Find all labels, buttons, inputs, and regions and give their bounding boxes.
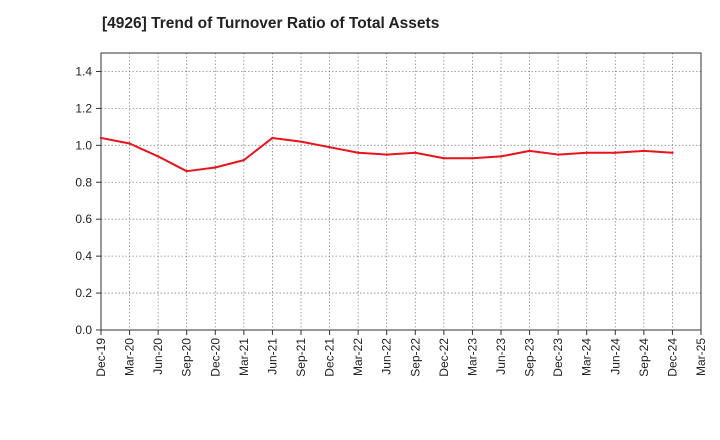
x-tick-label: Mar-25 <box>694 338 708 376</box>
x-tick-label: Mar-23 <box>465 338 479 376</box>
data-point <box>614 151 617 154</box>
x-tick-label: Sep-20 <box>180 338 194 377</box>
x-tick-label: Jun-24 <box>608 338 622 375</box>
data-point <box>414 151 417 154</box>
y-tick-label: 0.6 <box>75 212 92 226</box>
data-point <box>99 136 103 140</box>
data-point <box>156 155 160 158</box>
data-point <box>442 157 446 160</box>
data-point <box>242 158 246 162</box>
data-point <box>471 157 474 160</box>
x-tick-label: Dec-24 <box>665 338 679 377</box>
x-tick-label: Dec-23 <box>551 338 565 377</box>
data-point <box>671 151 674 154</box>
y-tick-label: 1.2 <box>75 101 92 115</box>
x-tick-label: Mar-24 <box>580 338 594 376</box>
x-tick-label: Sep-24 <box>637 338 651 377</box>
y-tick-label: 0.2 <box>75 286 92 300</box>
x-tick-label: Mar-22 <box>351 338 365 376</box>
x-tick-label: Jun-20 <box>151 338 165 375</box>
y-tick-label: 0.0 <box>75 323 92 337</box>
x-tick-label: Sep-21 <box>294 338 308 377</box>
data-point <box>556 153 560 156</box>
data-point <box>356 151 360 154</box>
data-point <box>214 166 217 169</box>
data-point <box>271 136 274 140</box>
x-tick-label: Jun-22 <box>380 338 394 375</box>
data-point <box>528 149 531 153</box>
x-tick-label: Dec-22 <box>437 338 451 377</box>
data-point <box>185 169 188 173</box>
axes <box>96 52 702 335</box>
grid-lines <box>101 53 701 330</box>
tick-labels: 0.0 0.2 0.4 0.6 0.8 1.0 1.2 1.4 Dec-19 Mar-20 Jun-… <box>75 64 708 376</box>
data-point <box>299 140 303 143</box>
plot-frame <box>100 52 702 331</box>
x-tick-label: Dec-20 <box>208 338 222 377</box>
y-tick-label: 0.8 <box>75 175 92 189</box>
x-tick-label: Mar-21 <box>237 338 251 376</box>
data-point <box>642 149 646 153</box>
y-tick-label: 1.4 <box>75 64 92 78</box>
x-tick-label: Sep-22 <box>408 338 422 377</box>
x-tick-label: Dec-21 <box>323 338 337 377</box>
x-tick-label: Jun-23 <box>494 338 508 375</box>
data-point <box>585 151 588 154</box>
x-tick-label: Sep-23 <box>523 338 537 377</box>
data-point <box>499 155 503 158</box>
y-tick-label: 1.0 <box>75 138 92 152</box>
data-point <box>328 145 331 149</box>
series-layer <box>99 136 674 173</box>
x-tick-label: Mar-20 <box>123 338 137 376</box>
data-point <box>385 153 388 156</box>
y-tick-label: 0.4 <box>75 249 92 263</box>
chart-title: [4926] Trend of Turnover Ratio of Total … <box>102 15 440 32</box>
x-tick-label: Dec-19 <box>94 338 108 377</box>
data-point <box>128 142 131 145</box>
x-tick-label: Jun-21 <box>265 338 279 375</box>
